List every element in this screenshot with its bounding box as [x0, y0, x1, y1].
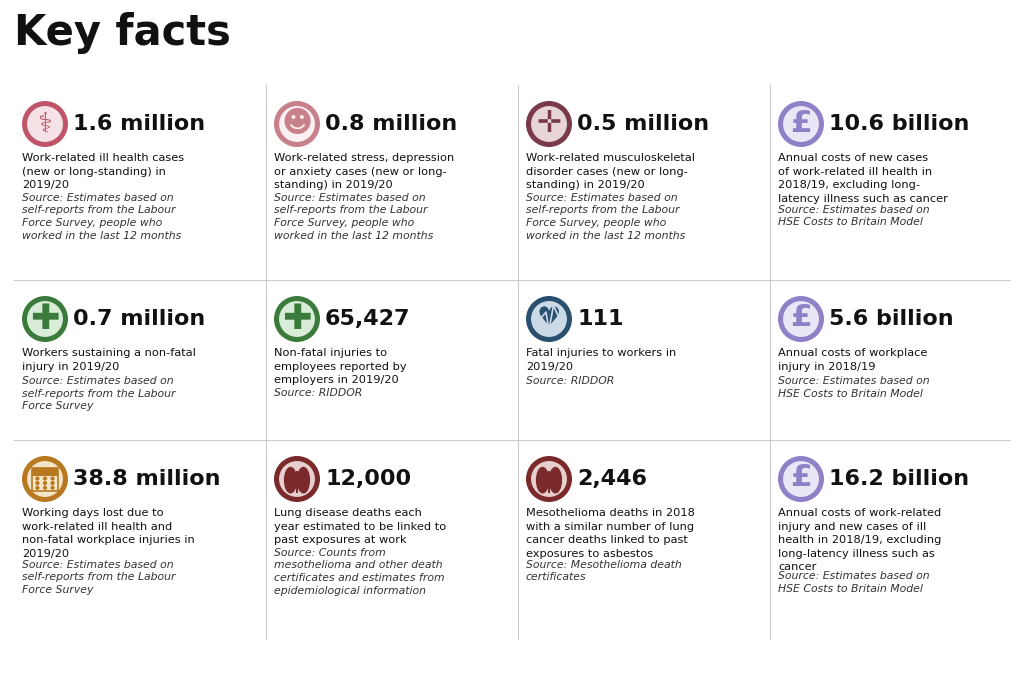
Circle shape [36, 477, 39, 480]
Text: £: £ [791, 304, 812, 333]
Text: Source: Estimates based on
self-reports from the Labour
Force Survey: Source: Estimates based on self-reports … [22, 375, 175, 411]
Circle shape [274, 456, 319, 502]
Circle shape [531, 301, 567, 337]
Text: Key facts: Key facts [14, 12, 230, 54]
Circle shape [783, 106, 819, 142]
Circle shape [51, 486, 54, 489]
Text: 10.6 billion: 10.6 billion [829, 114, 970, 134]
Text: Source: Estimates based on
self-reports from the Labour
Force Survey, people who: Source: Estimates based on self-reports … [274, 193, 433, 241]
Text: 111: 111 [577, 309, 624, 329]
Text: 65,427: 65,427 [325, 309, 411, 329]
Text: £: £ [791, 464, 812, 492]
Circle shape [22, 296, 68, 342]
Circle shape [526, 296, 572, 342]
Text: Mesothelioma deaths in 2018
with a similar number of lung
cancer deaths linked t: Mesothelioma deaths in 2018 with a simil… [526, 508, 695, 559]
Text: ●: ● [284, 109, 310, 138]
Circle shape [531, 106, 567, 142]
Text: Annual costs of work-related
injury and new cases of ill
health in 2018/19, excl: Annual costs of work-related injury and … [778, 508, 941, 572]
Ellipse shape [285, 468, 297, 493]
Circle shape [36, 482, 39, 485]
Text: ♥: ♥ [537, 306, 561, 332]
Text: Source: Estimates based on
self-reports from the Labour
Force Survey, people who: Source: Estimates based on self-reports … [22, 193, 181, 241]
Text: Annual costs of new cases
of work-related ill health in
2018/19, excluding long-: Annual costs of new cases of work-relate… [778, 153, 948, 204]
Circle shape [22, 101, 68, 147]
Text: Fatal injuries to workers in
2019/20: Fatal injuries to workers in 2019/20 [526, 348, 676, 371]
Text: 5.6 billion: 5.6 billion [829, 309, 953, 329]
Circle shape [274, 296, 319, 342]
Text: Source: RIDDOR: Source: RIDDOR [526, 375, 614, 386]
Text: Source: Estimates based on
HSE Costs to Britain Model: Source: Estimates based on HSE Costs to … [778, 375, 930, 399]
Text: Source: Counts from
mesothelioma and other death
certificates and estimates from: Source: Counts from mesothelioma and oth… [274, 548, 444, 596]
Text: Non-fatal injuries to
employees reported by
employers in 2019/20: Non-fatal injuries to employees reported… [274, 348, 407, 385]
Text: 1.6 million: 1.6 million [73, 114, 205, 134]
Circle shape [51, 482, 54, 485]
Circle shape [783, 301, 819, 337]
Circle shape [27, 106, 62, 142]
Text: 38.8 million: 38.8 million [73, 469, 220, 489]
Circle shape [27, 301, 62, 337]
FancyBboxPatch shape [33, 468, 57, 490]
Circle shape [274, 101, 319, 147]
Text: 0.7 million: 0.7 million [73, 309, 205, 329]
Text: Lung disease deaths each
year estimated to be linked to
past exposures at work: Lung disease deaths each year estimated … [274, 508, 446, 545]
Circle shape [778, 101, 824, 147]
Text: £: £ [791, 109, 812, 138]
Text: Working days lost due to
work-related ill health and
non-fatal workplace injurie: Working days lost due to work-related il… [22, 508, 195, 559]
Circle shape [783, 461, 819, 497]
Text: Work-related musculoskeletal
disorder cases (new or long-
standing) in 2019/20: Work-related musculoskeletal disorder ca… [526, 153, 695, 190]
Text: 2,446: 2,446 [577, 469, 647, 489]
Text: ✚: ✚ [31, 302, 59, 336]
Circle shape [280, 301, 315, 337]
Text: Source: Estimates based on
HSE Costs to Britain Model: Source: Estimates based on HSE Costs to … [778, 572, 930, 594]
Circle shape [36, 486, 39, 489]
Circle shape [778, 456, 824, 502]
Circle shape [280, 461, 315, 497]
Circle shape [51, 477, 54, 480]
Text: 12,000: 12,000 [325, 469, 411, 489]
Ellipse shape [537, 468, 549, 493]
Circle shape [27, 461, 62, 497]
Circle shape [44, 477, 46, 480]
Circle shape [778, 296, 824, 342]
Text: 0.8 million: 0.8 million [325, 114, 458, 134]
FancyBboxPatch shape [33, 468, 57, 475]
Circle shape [531, 461, 567, 497]
Text: 16.2 billion: 16.2 billion [829, 469, 969, 489]
Text: ⚕: ⚕ [38, 111, 52, 137]
Ellipse shape [297, 468, 309, 493]
Text: 0.5 million: 0.5 million [577, 114, 710, 134]
Ellipse shape [550, 468, 561, 493]
Circle shape [526, 456, 572, 502]
Text: Source: Mesothelioma death
certificates: Source: Mesothelioma death certificates [526, 559, 682, 583]
Text: Workers sustaining a non-fatal
injury in 2019/20: Workers sustaining a non-fatal injury in… [22, 348, 196, 371]
Circle shape [526, 101, 572, 147]
Text: Work-related stress, depression
or anxiety cases (new or long-
standing) in 2019: Work-related stress, depression or anxie… [274, 153, 455, 190]
Circle shape [44, 482, 46, 485]
Text: Source: Estimates based on
self-reports from the Labour
Force Survey: Source: Estimates based on self-reports … [22, 559, 175, 595]
Circle shape [280, 106, 315, 142]
Text: ☻: ☻ [282, 109, 312, 139]
Text: Work-related ill health cases
(new or long-standing) in
2019/20: Work-related ill health cases (new or lo… [22, 153, 184, 190]
Text: ✚: ✚ [283, 302, 311, 336]
Circle shape [44, 486, 46, 489]
Text: Source: Estimates based on
HSE Costs to Britain Model: Source: Estimates based on HSE Costs to … [778, 204, 930, 227]
Text: ✛: ✛ [537, 109, 561, 139]
Circle shape [22, 456, 68, 502]
Text: Source: RIDDOR: Source: RIDDOR [274, 388, 362, 398]
Text: Source: Estimates based on
self-reports from the Labour
Force Survey, people who: Source: Estimates based on self-reports … [526, 193, 685, 241]
Text: Annual costs of workplace
injury in 2018/19: Annual costs of workplace injury in 2018… [778, 348, 928, 371]
